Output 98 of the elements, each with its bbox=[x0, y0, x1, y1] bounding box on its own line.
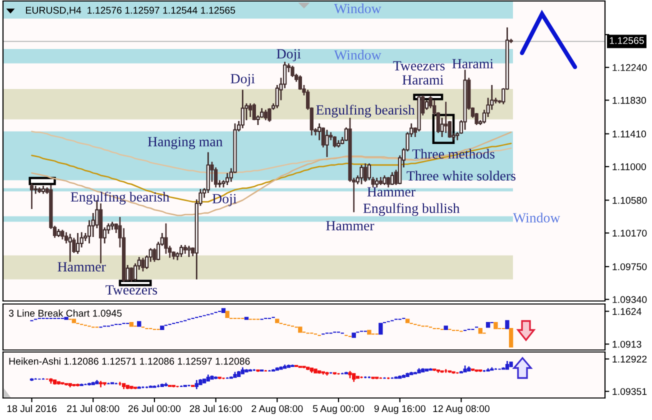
candlestick bbox=[390, 172, 394, 186]
candlestick bbox=[318, 122, 322, 141]
candlestick bbox=[364, 162, 368, 182]
annotation: Tweezers bbox=[106, 285, 158, 295]
bar bbox=[478, 328, 482, 334]
candlestick bbox=[187, 245, 191, 258]
annotation: Engulfing bullish bbox=[363, 203, 460, 216]
bar bbox=[367, 330, 372, 335]
candlestick bbox=[225, 172, 230, 186]
candlestick bbox=[60, 229, 64, 240]
text: EURUSD,H4 1.12576 1.12597 1.12544 1.12565 bbox=[26, 6, 236, 15]
bar bbox=[275, 318, 280, 324]
x-tick-label: 12 Aug 08:00 bbox=[433, 405, 490, 414]
bar bbox=[298, 326, 302, 333]
candlestick bbox=[386, 176, 390, 188]
bar bbox=[378, 322, 383, 335]
candlestick bbox=[440, 117, 444, 138]
x-tick-label: 21 Jul 08:00 bbox=[67, 404, 120, 412]
candlestick bbox=[290, 65, 294, 78]
candlestick bbox=[367, 162, 372, 181]
annotation: Harami bbox=[452, 59, 494, 68]
candlestick bbox=[164, 222, 168, 254]
bar bbox=[225, 310, 230, 318]
y-tick-label: 1.09351 bbox=[612, 388, 647, 395]
candlestick bbox=[394, 169, 398, 186]
annotation: Hammer bbox=[326, 221, 374, 230]
x-tick-label: 9 Aug 16:00 bbox=[374, 405, 426, 414]
bar bbox=[352, 332, 356, 338]
y-tick-label: 1.1624 bbox=[612, 308, 642, 315]
annotation: Doji bbox=[212, 194, 237, 206]
candlestick bbox=[76, 232, 80, 254]
x-tick-label: 28 Jul 16:00 bbox=[190, 404, 242, 412]
x-tick-label: 5 Aug 00:00 bbox=[312, 405, 364, 414]
bar bbox=[444, 326, 448, 330]
annotation: Three white solders bbox=[406, 170, 516, 181]
candlestick bbox=[179, 244, 184, 258]
candlestick bbox=[264, 109, 268, 121]
candlestick bbox=[152, 248, 156, 262]
candlestick bbox=[68, 233, 72, 262]
candlestick bbox=[268, 108, 272, 122]
chart-title: Heiken-Ashi 1.12086 1.12571 1.12086 1.12597 1.12086 bbox=[9, 358, 250, 365]
band-label: Window bbox=[334, 50, 382, 60]
y-tick-label: 1.10170 bbox=[612, 230, 647, 237]
annotation: Harami bbox=[402, 75, 444, 85]
bar bbox=[137, 321, 142, 327]
candlestick bbox=[252, 102, 256, 121]
x-tick-label: 18 Jul 2016 bbox=[7, 404, 56, 412]
annotation: Engulfing bearish bbox=[316, 104, 415, 118]
annotation: Hammer bbox=[58, 262, 106, 272]
y-tick-label: 1.09750 bbox=[612, 263, 647, 270]
candlestick bbox=[371, 176, 375, 188]
annotation: Hammer bbox=[367, 187, 416, 196]
candlestick bbox=[332, 136, 336, 148]
y-tick-label: 1.11830 bbox=[612, 96, 646, 104]
candlestick bbox=[344, 126, 348, 142]
candlestick bbox=[72, 237, 76, 254]
x-tick-label: 26 Jul 00:00 bbox=[128, 404, 181, 412]
band-label: Window bbox=[334, 4, 382, 14]
candlestick bbox=[360, 164, 364, 185]
chart-title: 3 Line Break Chart 1.0945 bbox=[8, 310, 122, 317]
candlestick bbox=[325, 129, 329, 158]
candlestick bbox=[194, 379, 198, 390]
candlestick bbox=[321, 126, 325, 148]
annotation: Engulfing bearish bbox=[70, 192, 170, 204]
ref-line-label: 1.12565 bbox=[610, 37, 644, 44]
bar bbox=[221, 308, 226, 313]
y-tick-label: 1.09340 bbox=[612, 296, 647, 304]
candlestick bbox=[375, 177, 379, 188]
bar bbox=[160, 326, 164, 330]
candlestick bbox=[421, 94, 425, 116]
candlestick bbox=[141, 257, 145, 272]
annotation: Doji bbox=[276, 49, 301, 62]
candlestick bbox=[64, 232, 68, 244]
candlestick bbox=[444, 101, 448, 134]
band-label: Window bbox=[512, 212, 560, 223]
annotation: Hanging man bbox=[148, 137, 223, 150]
bar bbox=[129, 322, 134, 327]
candlestick bbox=[102, 226, 106, 244]
y-tick-label: 1.11410 bbox=[612, 130, 646, 138]
candlestick bbox=[240, 89, 244, 129]
y-tick-label: 1.12922 bbox=[612, 356, 647, 363]
annotation: Doji bbox=[230, 74, 255, 86]
x-tick-label: 2 Aug 08:00 bbox=[252, 405, 303, 414]
bar bbox=[508, 328, 514, 348]
bar bbox=[494, 322, 498, 330]
bar bbox=[405, 318, 410, 324]
y-tick-label: 1.10580 bbox=[612, 196, 647, 204]
bar bbox=[486, 322, 490, 328]
candlestick bbox=[30, 182, 34, 210]
y-tick-label: 1.0913 bbox=[612, 340, 642, 348]
y-tick-label: 1.12240 bbox=[612, 64, 647, 72]
y-tick-label: 1.11000 bbox=[612, 163, 646, 170]
annotation: Tweezers bbox=[393, 61, 445, 70]
bar bbox=[505, 320, 510, 330]
bar bbox=[72, 318, 76, 324]
candlestick bbox=[382, 174, 386, 186]
candlestick bbox=[130, 266, 134, 282]
candlestick bbox=[248, 102, 252, 118]
